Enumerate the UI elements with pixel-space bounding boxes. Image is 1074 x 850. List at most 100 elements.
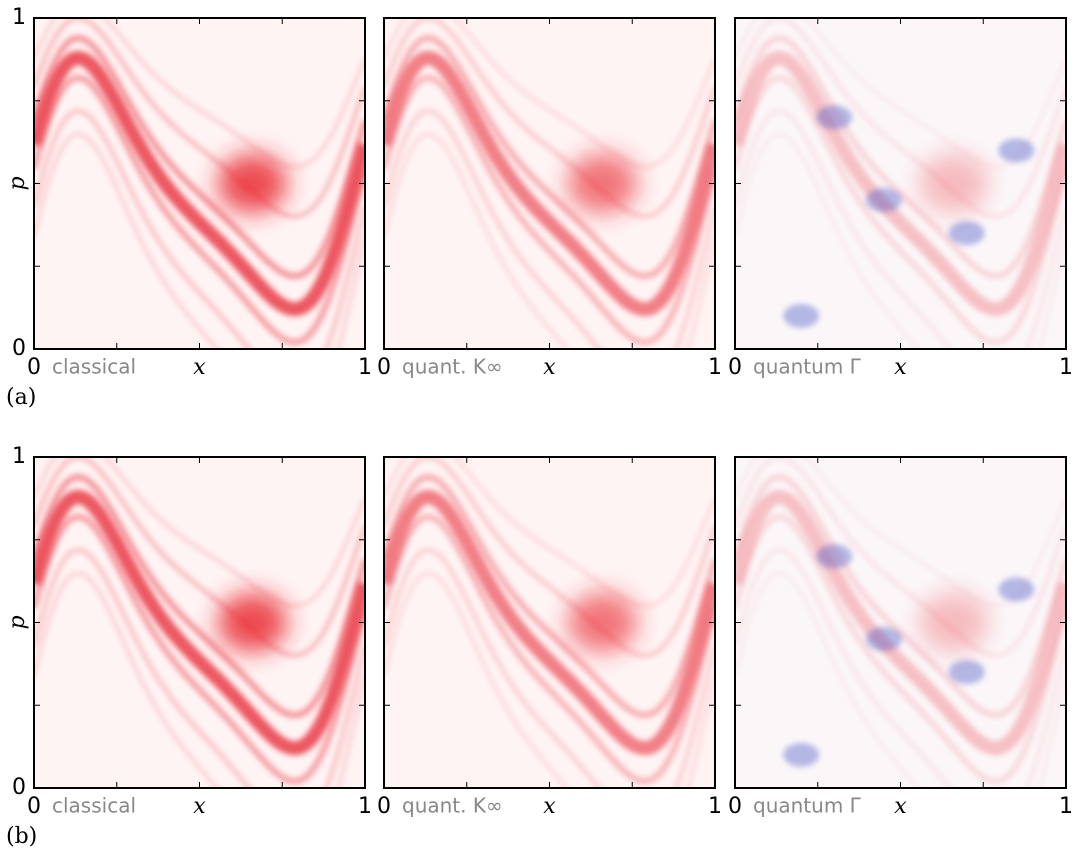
heatmap-band: [735, 571, 1066, 788]
y-tick-label: 0: [12, 775, 26, 800]
panel: 0 1 quant. K∞ x: [377, 456, 722, 819]
heatmap-band: [34, 513, 365, 785]
heatmap-peak: [217, 153, 288, 214]
x-axis-label: x: [193, 794, 206, 819]
heatmap-band: [34, 489, 365, 756]
heatmap-band: [384, 547, 715, 788]
x-tick-label: 1: [1059, 794, 1073, 819]
heatmap-band: [384, 457, 715, 608]
x-tick-label: 1: [708, 355, 722, 380]
heatmap-peak: [918, 153, 989, 214]
heatmap-band: [384, 132, 715, 349]
heatmap-band: [735, 457, 1066, 658]
x-tick-label: 1: [1059, 355, 1073, 380]
heatmap-band: [384, 18, 715, 219]
panel: 0 1 0 1 classical x p (b): [5, 444, 372, 849]
x-axis-label: x: [543, 355, 556, 380]
panel-label: quantum Γ: [753, 355, 862, 379]
x-tick-label: 0: [27, 794, 41, 819]
heatmap-negative: [816, 544, 853, 569]
heatmap-band: [735, 18, 1066, 219]
x-tick-label: 1: [358, 794, 372, 819]
heatmap-negative: [783, 303, 820, 328]
x-tick-label: 0: [27, 355, 41, 380]
panel-label: quantum Γ: [753, 794, 862, 818]
x-tick-label: 0: [377, 794, 391, 819]
y-tick-label: 1: [12, 5, 26, 30]
heatmap-negative: [998, 577, 1035, 602]
heatmap-band: [384, 74, 715, 346]
panel: 0 1 quantum Γ x: [728, 17, 1073, 380]
heatmap-band: [34, 571, 365, 788]
panel: 0 1 quantum Γ x: [728, 456, 1073, 819]
heatmap-band: [34, 547, 365, 788]
heatmap-band: [384, 489, 715, 756]
heatmap: [735, 457, 1066, 788]
heatmap-band: [735, 547, 1066, 788]
heatmap-band: [34, 457, 365, 608]
heatmap-band: [34, 74, 365, 346]
row-label: (b): [6, 824, 37, 849]
heatmap-negative: [948, 221, 985, 246]
heatmap-peak: [918, 592, 989, 653]
heatmap-negative: [948, 660, 985, 685]
x-axis-label: x: [894, 794, 907, 819]
heatmap: [384, 18, 715, 349]
heatmap-peak: [567, 153, 638, 214]
y-axis-label: p: [5, 176, 30, 190]
heatmap-peak: [567, 592, 638, 653]
heatmap-band: [735, 473, 1066, 719]
y-axis-label: p: [5, 615, 30, 629]
heatmap-band: [34, 132, 365, 349]
panel: 0 1 quant. K∞ x: [377, 17, 722, 380]
heatmap-band: [735, 513, 1066, 785]
heatmap-band: [34, 50, 365, 317]
heatmap-band: [735, 18, 1066, 169]
heatmap: [34, 18, 365, 349]
heatmap-band: [735, 34, 1066, 280]
row-label: (a): [6, 385, 36, 410]
y-tick-label: 1: [12, 444, 26, 469]
heatmap-band: [735, 74, 1066, 346]
heatmap-band: [34, 18, 365, 219]
heatmap-peak: [217, 592, 288, 653]
x-tick-label: 1: [708, 794, 722, 819]
heatmap-band: [384, 473, 715, 719]
heatmap-band: [34, 108, 365, 349]
x-axis-label: x: [193, 355, 206, 380]
x-tick-label: 1: [358, 355, 372, 380]
heatmap: [384, 457, 715, 788]
heatmap-band: [735, 489, 1066, 756]
x-axis-label: x: [543, 794, 556, 819]
panel-label: classical: [52, 794, 136, 818]
heatmap-negative: [865, 627, 902, 652]
heatmap-band: [384, 50, 715, 317]
heatmap-negative: [865, 188, 902, 213]
heatmap-negative: [783, 742, 820, 767]
heatmap-band: [384, 457, 715, 658]
heatmap-band: [34, 457, 365, 658]
y-tick-label: 0: [12, 336, 26, 361]
heatmap-band: [34, 18, 365, 169]
panel-label: quant. K∞: [402, 355, 503, 379]
heatmap-negative: [998, 138, 1035, 163]
panel-label: quant. K∞: [402, 794, 503, 818]
heatmap: [34, 457, 365, 788]
heatmap-band: [384, 108, 715, 349]
heatmap-band: [384, 571, 715, 788]
panel: 0 1 0 1 classical x p (a): [5, 5, 372, 410]
heatmap-band: [384, 34, 715, 280]
heatmap-band: [735, 50, 1066, 317]
heatmap-band: [735, 132, 1066, 349]
panel-label: classical: [52, 355, 136, 379]
x-tick-label: 0: [728, 794, 742, 819]
x-axis-label: x: [894, 355, 907, 380]
heatmap-band: [735, 108, 1066, 349]
heatmap-band: [384, 513, 715, 785]
heatmap-band: [384, 18, 715, 169]
heatmap-band: [34, 34, 365, 280]
x-tick-label: 0: [728, 355, 742, 380]
heatmap: [735, 18, 1066, 349]
heatmap-band: [735, 457, 1066, 608]
